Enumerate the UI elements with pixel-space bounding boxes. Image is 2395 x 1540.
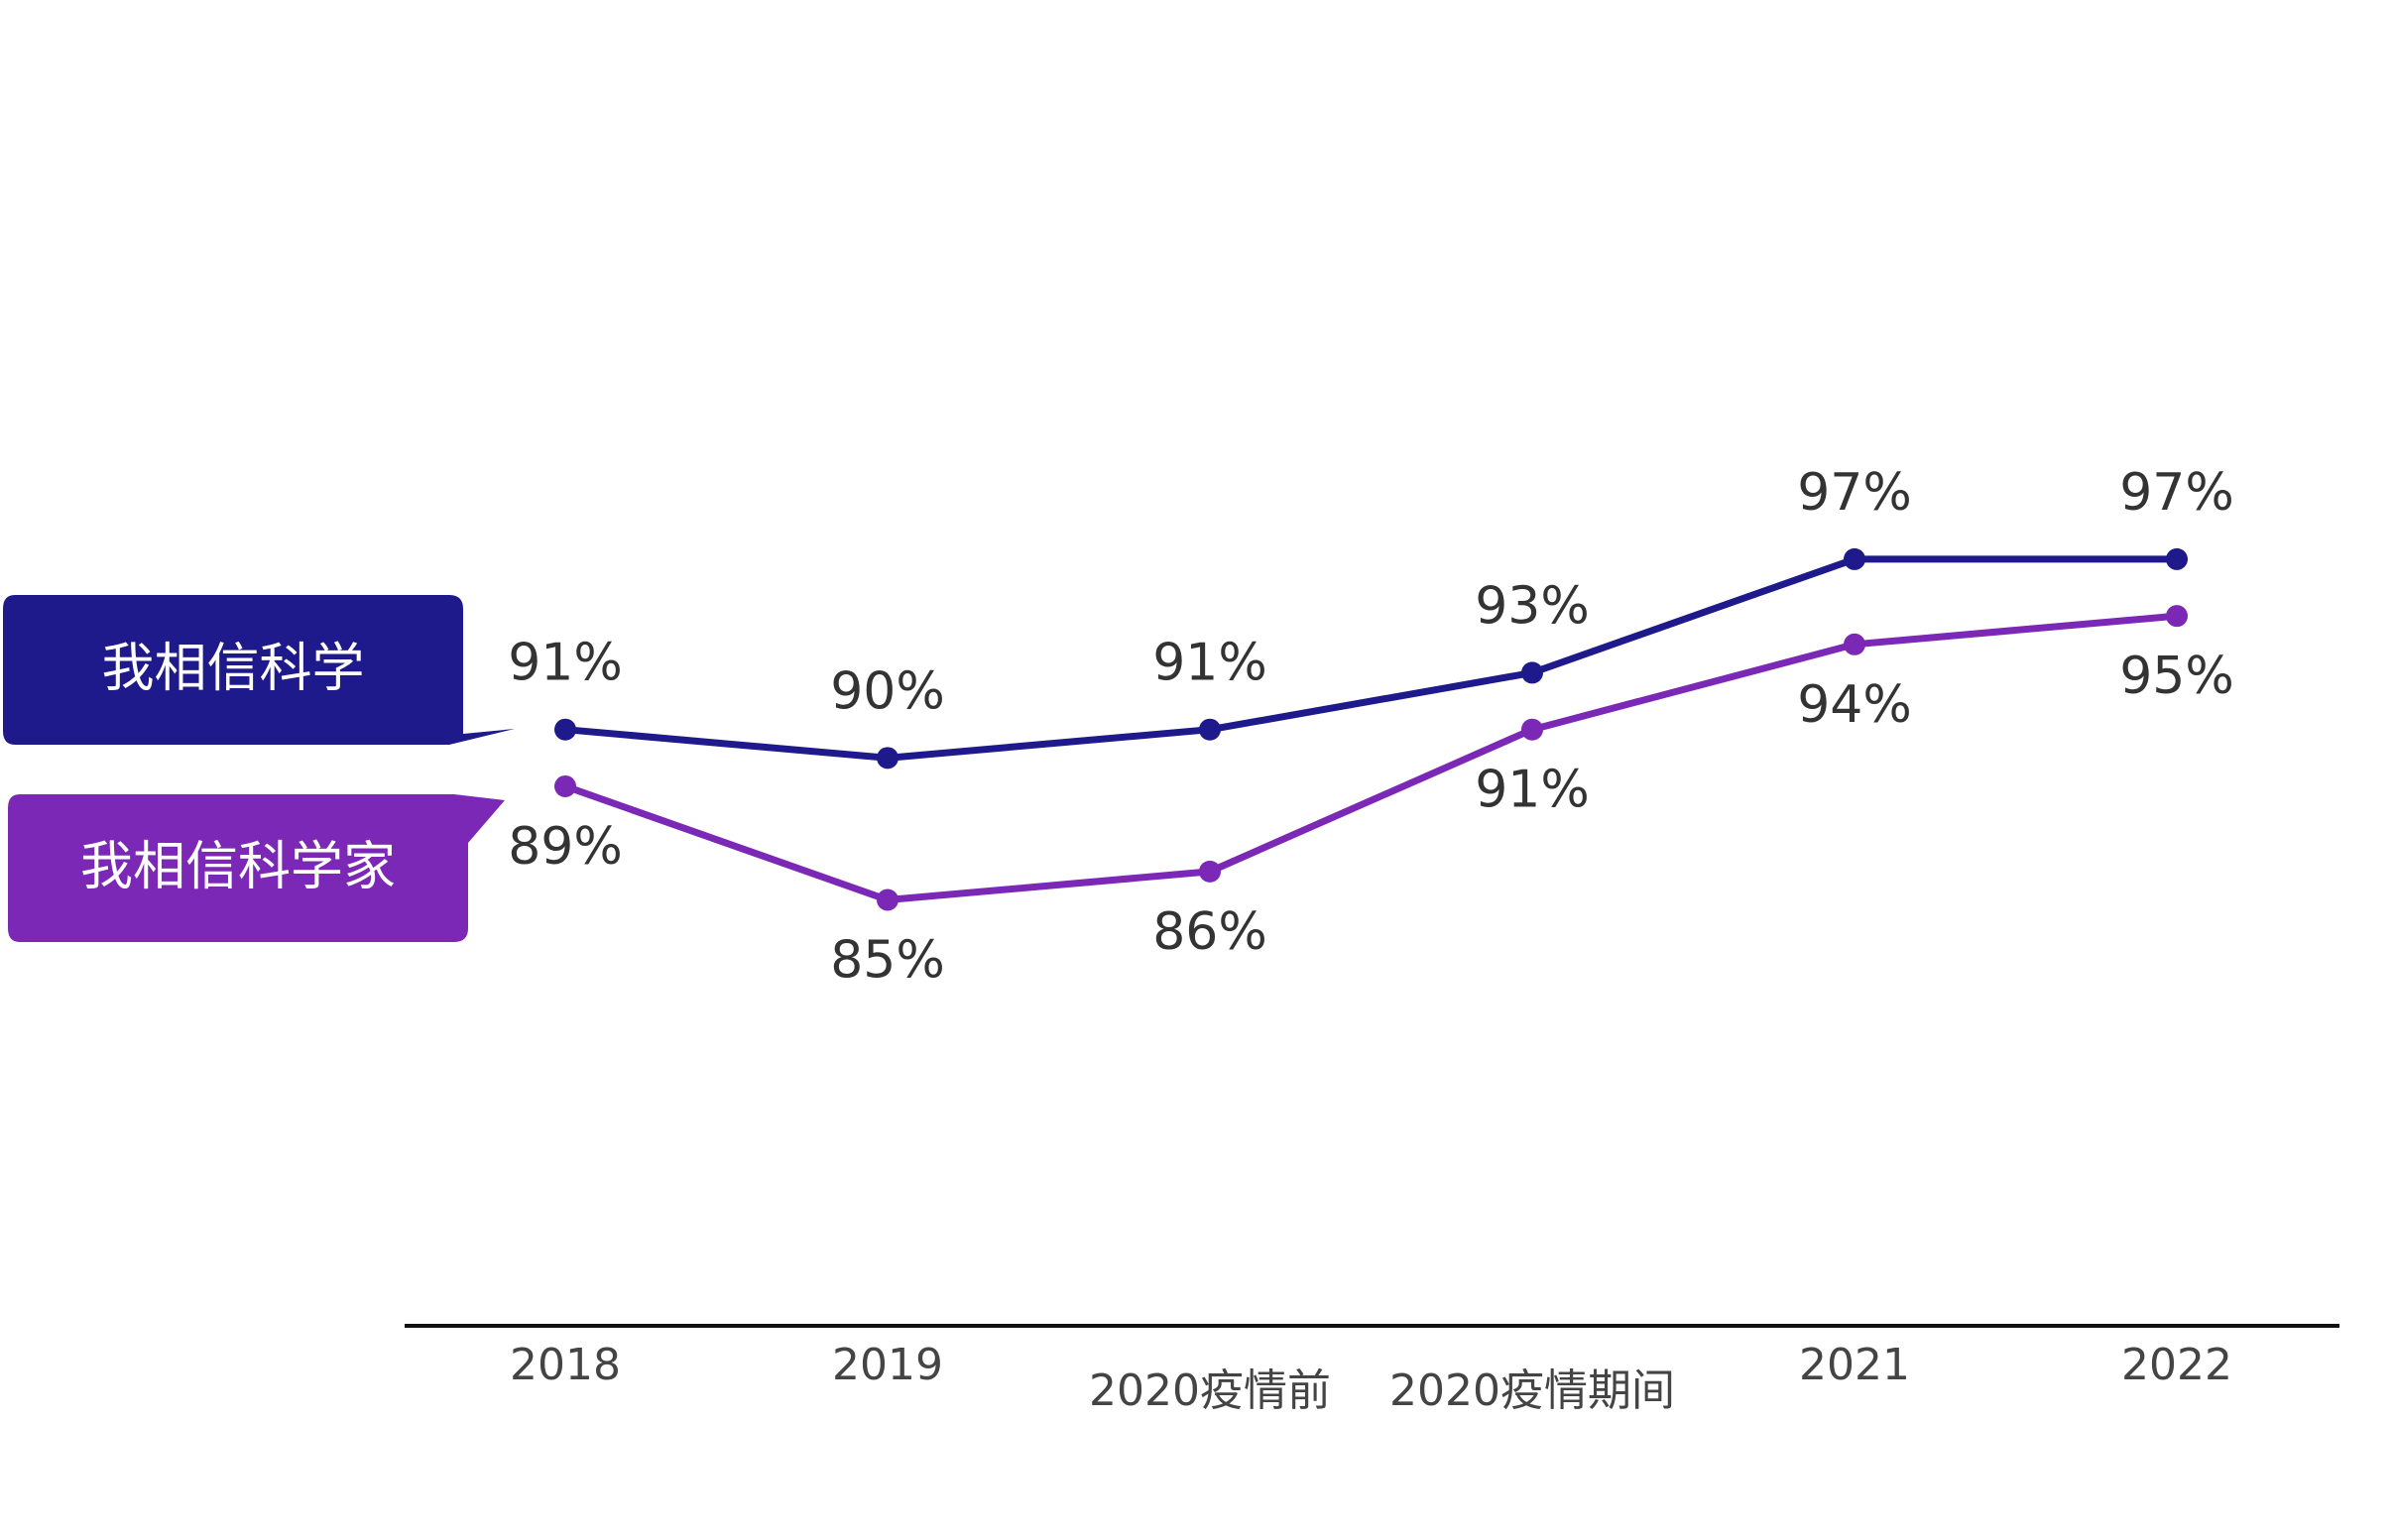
point (1199, 860, 1221, 883)
x-tick-label: 2019 (832, 1340, 943, 1390)
point (2166, 547, 2188, 570)
data-label: 90% (830, 661, 945, 721)
series-line (564, 555, 2177, 762)
data-label: 85% (830, 931, 945, 991)
data-label: 91% (1152, 634, 1267, 693)
point (1521, 718, 1543, 741)
data-label: 97% (2119, 463, 2234, 523)
legend-label: 我相信科学家 (80, 837, 396, 897)
data-label: 91% (508, 634, 623, 693)
series-line (563, 612, 2178, 903)
point (877, 888, 898, 911)
data-label: 95% (2119, 647, 2234, 706)
legend-callout (8, 794, 505, 942)
legend-label: 我相信科学 (102, 639, 365, 699)
point (554, 718, 576, 741)
data-label: 86% (1152, 902, 1267, 962)
x-tick-label: 2021 (1799, 1340, 1910, 1390)
data-label: 91% (1475, 761, 1590, 820)
x-tick-label: 2022 (2121, 1340, 2232, 1390)
x-tick-label: 2018 (510, 1340, 621, 1390)
point (1844, 547, 1865, 570)
x-tick-label: 2020疫情期间 (1389, 1365, 1675, 1416)
data-label: 93% (1475, 576, 1590, 636)
point (1521, 661, 1543, 684)
x-tick-label: 2020疫情前 (1089, 1365, 1331, 1416)
legend-callout (3, 595, 515, 745)
point (554, 774, 576, 797)
data-label: 89% (508, 817, 623, 877)
point (877, 747, 898, 770)
data-label: 94% (1797, 675, 1912, 735)
data-label: 97% (1797, 463, 1912, 523)
point (2166, 605, 2188, 628)
point (1199, 718, 1221, 741)
point (1844, 633, 1865, 655)
